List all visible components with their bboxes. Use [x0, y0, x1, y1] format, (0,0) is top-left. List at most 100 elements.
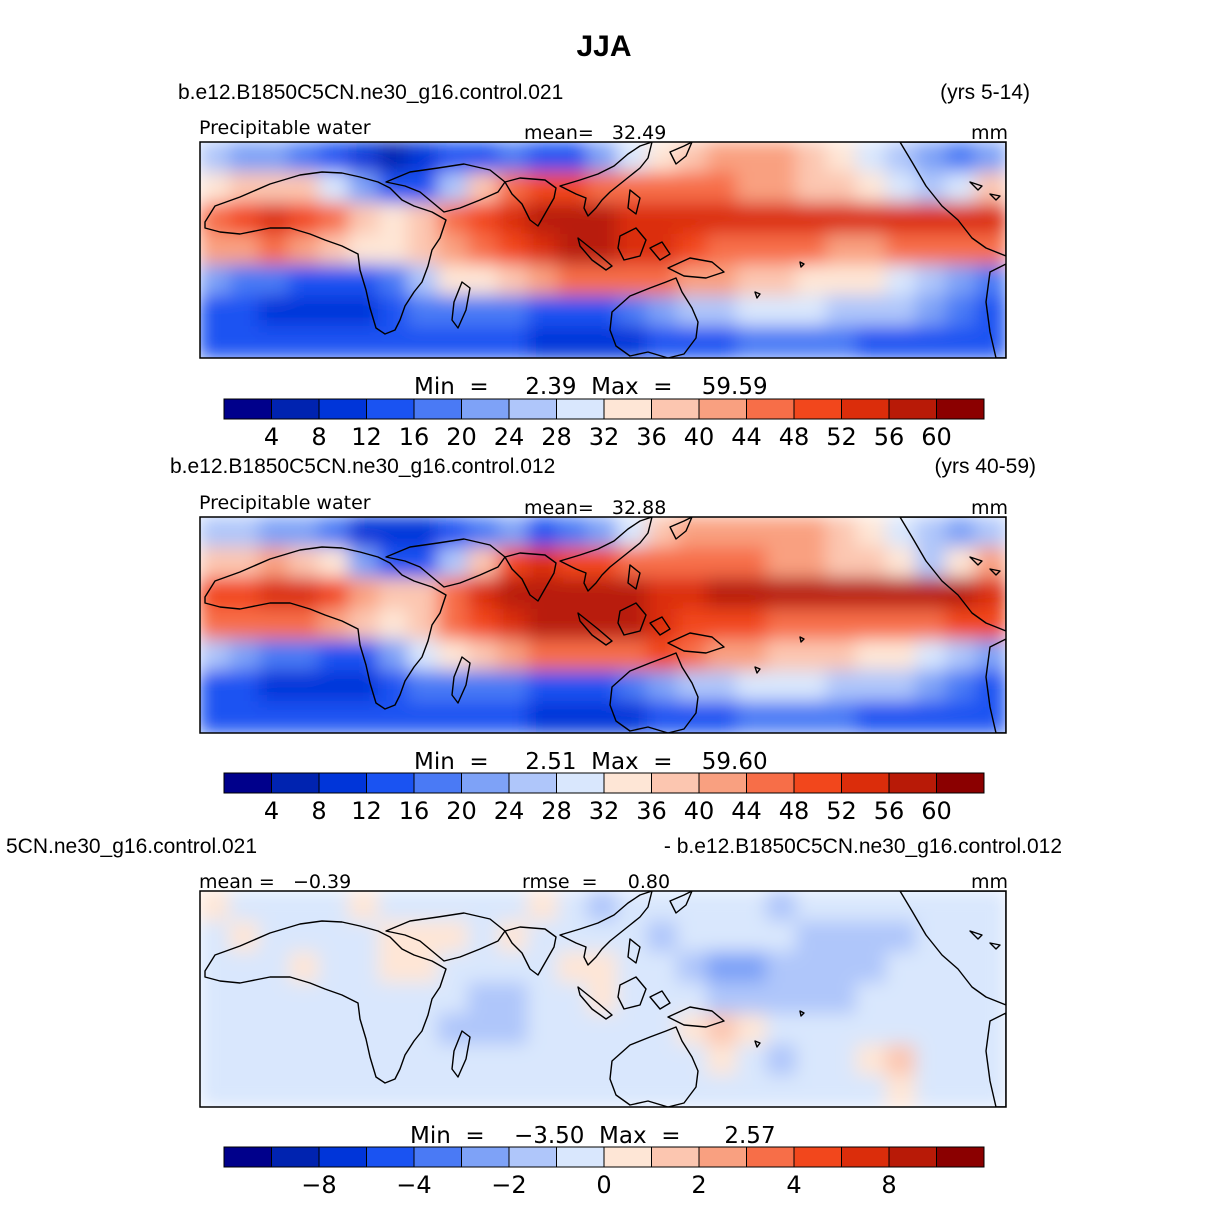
field-cell	[736, 142, 769, 174]
field-cell	[975, 1044, 1006, 1078]
field-cell	[796, 264, 828, 298]
field-cell	[437, 326, 470, 358]
field-cell	[288, 577, 321, 611]
field-cell	[228, 1013, 261, 1047]
field-cell	[408, 982, 440, 1016]
field-cell	[587, 1013, 619, 1047]
field-cell	[258, 670, 291, 704]
field-cell	[706, 577, 739, 611]
field-cell	[527, 1075, 560, 1107]
field-cell	[527, 546, 560, 580]
field-cell	[855, 577, 888, 611]
field-cell	[855, 233, 888, 267]
field-cell	[378, 142, 410, 174]
field-cell	[497, 517, 530, 549]
field-cell	[527, 1044, 560, 1078]
panel-3-mean: mean = −0.39	[199, 871, 351, 893]
panel-2-map	[200, 517, 1006, 733]
coastline	[609, 1026, 699, 1107]
field-cell	[945, 1075, 978, 1107]
field-cell	[975, 326, 1006, 358]
field-cell	[527, 233, 560, 267]
field-cell	[587, 639, 619, 673]
colorbar-swatch	[366, 772, 415, 794]
field-cell	[258, 920, 291, 954]
field-cell	[885, 295, 918, 329]
field-cell	[796, 639, 828, 673]
field-cell	[825, 891, 858, 923]
field-cell	[258, 233, 291, 267]
field-cell	[348, 1044, 381, 1078]
field-cell	[200, 982, 231, 1016]
field-cell	[706, 1013, 739, 1047]
field-cell	[497, 920, 530, 954]
field-cell	[288, 982, 321, 1016]
field-cell	[736, 264, 769, 298]
field-cell	[318, 577, 351, 611]
field-cell	[766, 577, 799, 611]
field-cell	[408, 951, 440, 985]
coastline	[451, 1030, 471, 1078]
coastline	[754, 666, 761, 674]
field-cell	[348, 891, 381, 923]
field-cell	[766, 517, 799, 549]
coastline	[799, 1010, 805, 1017]
field-cell	[288, 951, 321, 985]
field-cell	[437, 142, 470, 174]
field-cell	[200, 517, 231, 549]
panel-3-case: 5CN.ne30_g16.control.021	[6, 835, 257, 858]
field-cell	[437, 1013, 470, 1047]
field-cell	[378, 951, 410, 985]
colorbar-tick-label: 0	[596, 1171, 611, 1199]
coastline	[649, 241, 671, 261]
field-cell	[646, 1075, 679, 1107]
field-cell	[885, 233, 918, 267]
panel-1-frame	[199, 141, 1007, 359]
field-cell	[228, 326, 261, 358]
field-cell	[587, 1044, 619, 1078]
colorbar-swatch	[936, 398, 985, 420]
field-cell	[676, 1013, 709, 1047]
field-cell	[825, 295, 858, 329]
field-cell	[587, 891, 619, 923]
field-cell	[200, 891, 231, 923]
panel-2: b.e12.B1850C5CN.ne30_g16.control.012 (yr…	[170, 455, 1036, 825]
field-cell	[288, 891, 321, 923]
field-cell	[825, 951, 858, 985]
field-cell	[796, 577, 828, 611]
panel-1-colorbar: 4 8 12 16 20 24 28 32 36 40 44 48 52 56 60	[223, 398, 985, 451]
field-cell	[378, 264, 410, 298]
field-cell	[825, 701, 858, 733]
coastline	[899, 891, 1006, 1006]
field-cell	[736, 1075, 769, 1107]
field-cell	[497, 982, 530, 1016]
field-cell	[497, 639, 530, 673]
field-cell	[616, 264, 649, 298]
field-cell	[975, 701, 1006, 733]
field-cell	[975, 264, 1006, 298]
colorbar-swatch	[556, 1146, 605, 1168]
colorbar-tick-label: 52	[826, 423, 857, 451]
field-cell	[945, 1044, 978, 1078]
field-cell	[825, 670, 858, 704]
field-cell	[945, 171, 978, 205]
field-cell	[408, 1044, 440, 1078]
field-cell	[408, 326, 440, 358]
colorbar-swatch	[698, 1146, 747, 1168]
coastline	[649, 616, 671, 636]
field-cell	[288, 264, 321, 298]
field-cell	[885, 1013, 918, 1047]
field-cell	[825, 202, 858, 236]
field-cell	[766, 295, 799, 329]
field-cell	[945, 264, 978, 298]
field-cell	[706, 891, 739, 923]
colorbar-swatch	[793, 772, 842, 794]
field-cell	[557, 920, 590, 954]
field-cell	[706, 701, 739, 733]
field-cell	[467, 951, 500, 985]
field-cell	[855, 326, 888, 358]
field-cell	[408, 577, 440, 611]
field-cell	[825, 171, 858, 205]
field-cell	[587, 142, 619, 174]
coastline	[669, 142, 693, 165]
